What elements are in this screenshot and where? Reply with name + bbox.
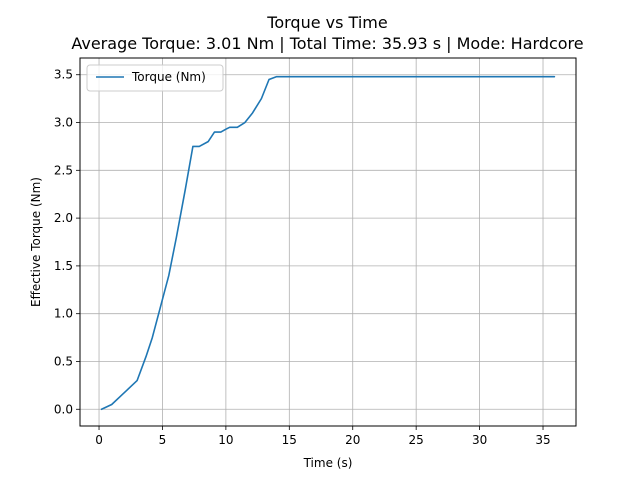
y-tick-label-6: 3.0: [54, 116, 73, 130]
plot-frame: [79, 57, 577, 427]
chart-subtitle: Average Torque: 3.01 Nm | Total Time: 35…: [71, 34, 583, 53]
x-tick-label-6: 30: [472, 433, 487, 447]
y-axis-label: Effective Torque (Nm): [29, 177, 43, 307]
y-tick-label-1: 0.5: [54, 354, 73, 368]
series-line-0: [100, 75, 556, 411]
y-tick-label-0: 0.0: [54, 402, 73, 416]
ticks: 0 5 10 15 20 25 30 35 0.0 0.5 1.0 1.5 2.0 2.5 3.0 3.5: [54, 68, 551, 447]
chart-title: Torque vs Time: [266, 13, 387, 32]
y-tick-label-4: 2.0: [54, 211, 73, 225]
x-tick-label-3: 15: [282, 433, 297, 447]
legend-box: [86, 64, 224, 92]
x-tick-label-5: 25: [409, 433, 424, 447]
x-tick-label-7: 35: [535, 433, 550, 447]
x-tick-label-2: 10: [218, 433, 233, 447]
y-tick-label-7: 3.5: [54, 68, 73, 82]
legend-label: Torque (Nm): [131, 70, 206, 84]
y-tick-label-2: 1.0: [54, 307, 73, 321]
legend: Torque (Nm): [86, 64, 224, 92]
y-tick-label-3: 1.5: [54, 259, 73, 273]
series-layer: [100, 75, 556, 411]
x-tick-label-1: 5: [159, 433, 167, 447]
x-tick-label-0: 0: [95, 433, 103, 447]
grid: [80, 58, 576, 426]
y-tick-label-5: 2.5: [54, 163, 73, 177]
x-tick-label-4: 20: [345, 433, 360, 447]
x-axis-label: Time (s): [303, 456, 353, 470]
